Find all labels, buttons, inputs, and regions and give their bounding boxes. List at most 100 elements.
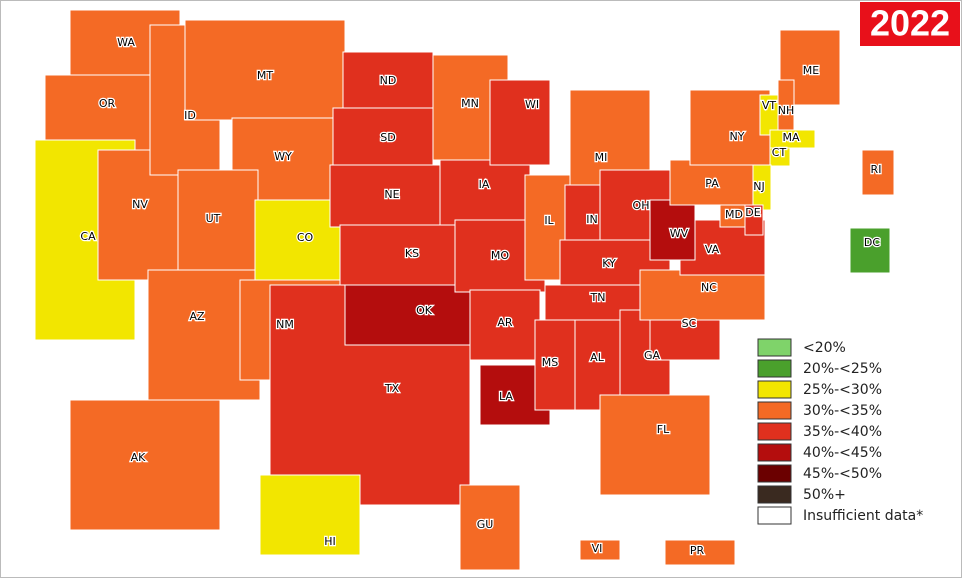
state: [184, 19, 346, 121]
state-label: NH: [778, 104, 795, 117]
legend-label: Insufficient data*: [803, 508, 923, 524]
state: [177, 169, 259, 281]
state: [342, 51, 434, 111]
legend-swatch: [757, 485, 792, 504]
state: [744, 204, 764, 236]
state-label: NV: [132, 198, 148, 211]
state-label: ID: [184, 109, 196, 122]
state: [439, 159, 531, 226]
state: [769, 129, 816, 149]
state: [849, 227, 891, 274]
state: [664, 539, 736, 566]
state: [344, 284, 471, 346]
state-label: OH: [633, 199, 650, 212]
state: [639, 269, 766, 321]
state-label: MO: [491, 249, 509, 262]
state-label: CT: [772, 146, 787, 159]
state: [259, 474, 361, 556]
state-label: AZ: [189, 310, 205, 323]
state-label: SC: [682, 317, 697, 330]
state-label: KY: [602, 257, 616, 270]
state-label: MT: [257, 69, 273, 82]
state: [769, 147, 791, 167]
state-label: WV: [670, 227, 689, 240]
state-label: MN: [461, 97, 479, 110]
legend-label: 45%-<50%: [803, 466, 882, 482]
state: [339, 224, 466, 286]
legend-label: 30%-<35%: [803, 403, 882, 419]
legend-swatch: [757, 464, 792, 483]
state-label: ND: [380, 74, 397, 87]
state: [534, 319, 576, 411]
badge-box: [860, 2, 960, 46]
state-label: RI: [871, 163, 882, 176]
state-label: PA: [705, 177, 719, 190]
state-label: AL: [590, 351, 605, 364]
state-label: DE: [745, 206, 760, 219]
state-label: NE: [384, 188, 399, 201]
state-label: VA: [705, 243, 720, 256]
state-label: HI: [324, 535, 336, 548]
state-label: PR: [690, 544, 705, 557]
legend-label: 20%-<25%: [803, 361, 882, 377]
state-label: MI: [595, 151, 608, 164]
state: [649, 199, 696, 261]
state: [579, 539, 621, 561]
state: [332, 107, 434, 169]
state: [599, 394, 711, 496]
state-label: CO: [297, 231, 314, 244]
state: [469, 289, 541, 361]
badge: 2022: [870, 3, 950, 44]
legend-swatch: [757, 506, 792, 525]
state: [861, 149, 895, 196]
state-label: NC: [701, 281, 717, 294]
state-label: IN: [586, 213, 597, 226]
state-label: MA: [782, 131, 799, 144]
state-label: WY: [274, 150, 292, 163]
state-label: GA: [644, 349, 661, 362]
state: [231, 117, 336, 201]
state-label: IL: [544, 214, 554, 227]
state: [569, 89, 651, 186]
state-label: TN: [590, 291, 606, 304]
state-label: TX: [384, 382, 400, 395]
legend-label: 40%-<45%: [803, 445, 882, 461]
state-label: MD: [725, 208, 743, 221]
legend-swatch: [757, 422, 792, 441]
state-label: FL: [657, 423, 670, 436]
state: [489, 79, 551, 166]
state-label: NJ: [753, 180, 764, 193]
state-label: IA: [479, 178, 490, 191]
legend-label: 50%+: [803, 487, 846, 503]
legend-swatch: [757, 359, 792, 378]
state-label: CA: [80, 230, 96, 243]
state-label: LA: [499, 390, 513, 403]
state: [459, 484, 521, 571]
legend-label: <20%: [803, 340, 846, 356]
state-label: OR: [99, 97, 116, 110]
state-label: NM: [276, 318, 294, 331]
legend-label: 25%-<30%: [803, 382, 882, 398]
legend-swatch: [757, 380, 792, 399]
state-label: NY: [730, 130, 745, 143]
state-label: MS: [542, 356, 558, 369]
legend-label: 35%-<40%: [803, 424, 882, 440]
state-label: OK: [416, 304, 433, 317]
state-label: WA: [117, 36, 135, 49]
state-label: SD: [380, 131, 395, 144]
state-label: WI: [525, 98, 539, 111]
state-label: VT: [762, 99, 777, 112]
state: [329, 164, 451, 228]
state-label: AK: [131, 451, 147, 464]
state: [69, 399, 221, 531]
state-label: DC: [864, 236, 880, 249]
state-label: GU: [477, 518, 494, 531]
state-label: ME: [803, 64, 819, 77]
legend-swatch: [757, 443, 792, 462]
state-label: UT: [206, 212, 221, 225]
state-label: AR: [497, 316, 513, 329]
state: [689, 89, 771, 166]
state-label: VI: [592, 542, 603, 555]
legend-swatch: [757, 401, 792, 420]
